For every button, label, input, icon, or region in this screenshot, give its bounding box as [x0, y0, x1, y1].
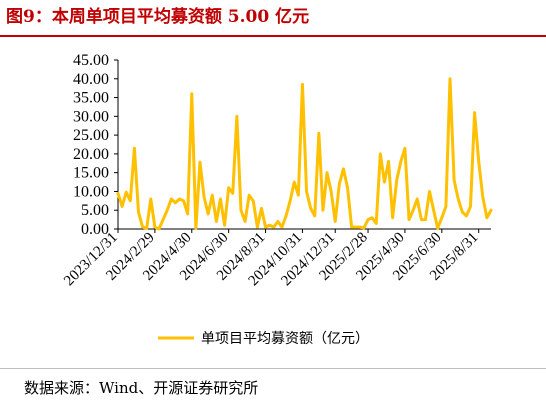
- y-tick-label: 5.00: [81, 202, 109, 219]
- series-layer: [116, 77, 493, 231]
- x-axis: 2023/12/312024/2/292024/4/302024/6/30202…: [61, 228, 491, 289]
- y-tick-label: 35.00: [73, 90, 109, 107]
- legend-label: 单项目平均募资额（亿元）: [201, 331, 369, 347]
- title-divider: [0, 35, 546, 37]
- y-tick-label: 0.00: [81, 221, 109, 238]
- y-tick-label: 45.00: [73, 52, 109, 69]
- y-tick-label: 40.00: [73, 71, 109, 88]
- source-note: 数据来源：Wind、开源证券研究所: [24, 379, 259, 397]
- source-divider: [0, 368, 546, 369]
- y-tick-label: 30.00: [73, 108, 109, 125]
- y-tick-label: 15.00: [73, 165, 109, 182]
- figure-title: 图9：本周单项目平均募资额 5.00 亿元: [6, 7, 310, 27]
- y-tick-label: 10.00: [73, 183, 109, 200]
- y-tick-label: 25.00: [73, 127, 109, 144]
- y-tick-label: 20.00: [73, 146, 109, 163]
- legend: 单项目平均募资额（亿元）: [158, 331, 369, 347]
- series-line: [116, 77, 493, 231]
